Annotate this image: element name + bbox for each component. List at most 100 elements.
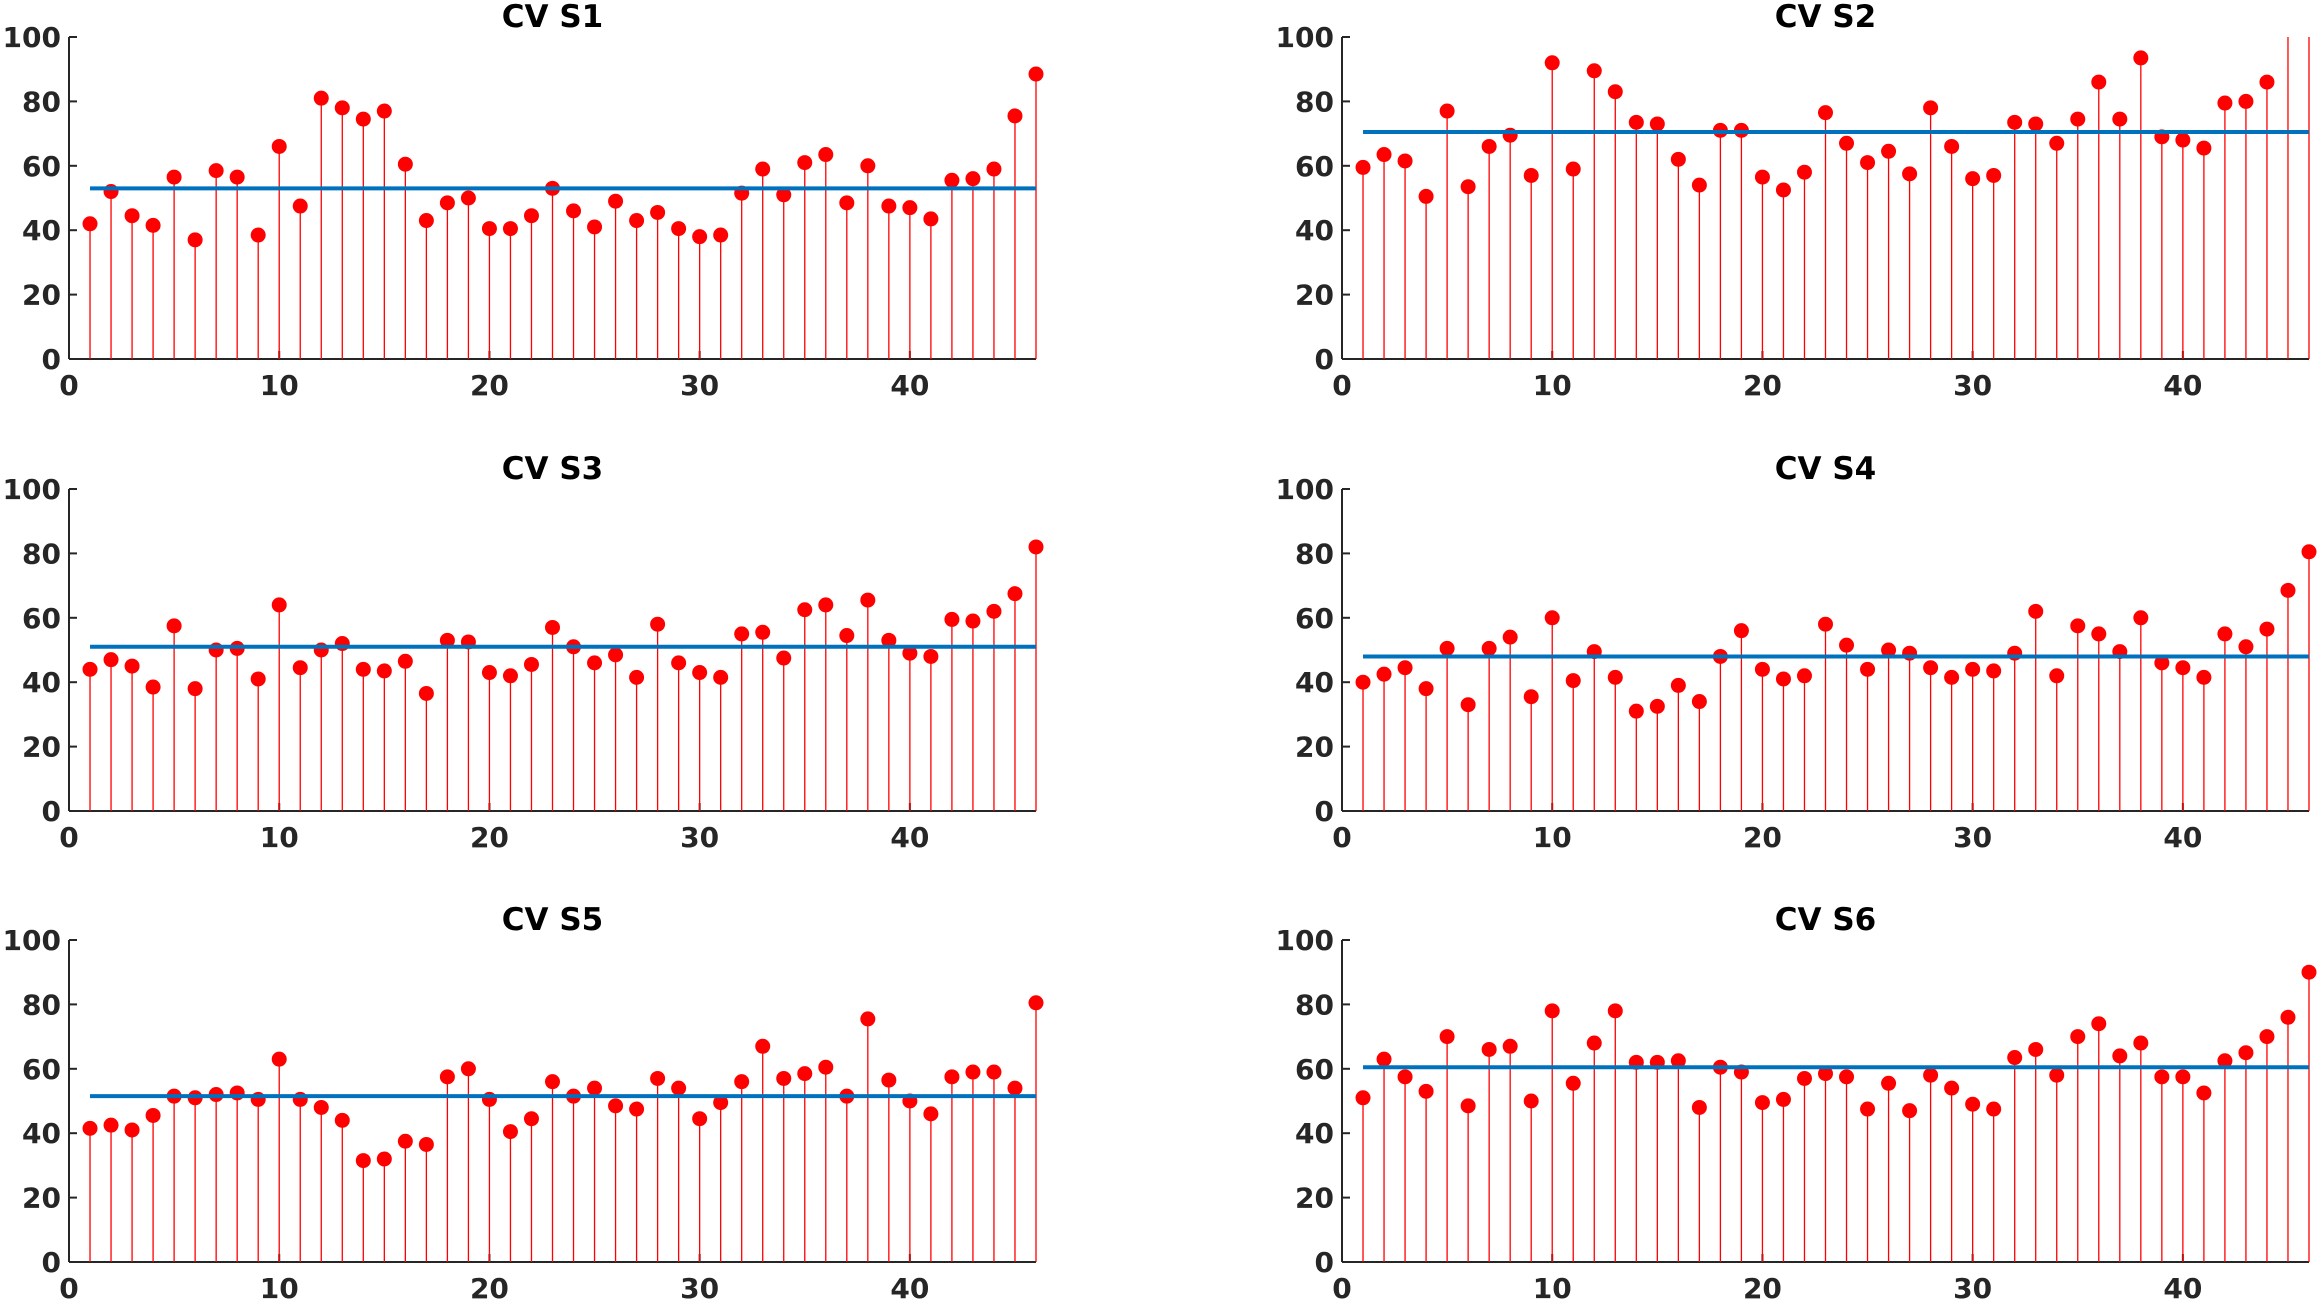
- stem-marker: [1481, 1041, 1497, 1057]
- stem-marker: [545, 619, 560, 635]
- y-tick-label: 100: [3, 473, 61, 506]
- stem-marker: [2196, 140, 2212, 156]
- stem-marker: [776, 1070, 792, 1086]
- stem-marker: [523, 1111, 539, 1127]
- stem-marker: [1923, 660, 1939, 676]
- stem-marker: [755, 624, 771, 640]
- subplot-4: CV S4 0 20 40 60 80 100 0 10 20 30 40: [1276, 451, 2317, 854]
- stem-marker: [1923, 1067, 1939, 1083]
- stem-marker: [166, 618, 182, 634]
- stem-marker: [2070, 111, 2086, 127]
- stem-marker: [902, 645, 918, 661]
- stem-marker: [1355, 1090, 1371, 1106]
- stem-marker: [902, 200, 918, 216]
- stem-marker: [923, 1106, 939, 1122]
- y-tick-label: 60: [22, 602, 61, 635]
- stem-marker: [2259, 1029, 2275, 1045]
- stem-marker: [2007, 645, 2023, 661]
- stem-marker: [2217, 95, 2233, 111]
- stem-marker: [1607, 1003, 1623, 1019]
- stem-marker: [2007, 1050, 2023, 1066]
- x-tick-label: 20: [1743, 821, 1782, 854]
- stem-marker: [1670, 1053, 1686, 1069]
- stem-marker: [103, 1117, 119, 1133]
- y-tick-label: 0: [42, 795, 61, 828]
- y-tick-label: 60: [1295, 602, 1334, 635]
- stem-marker: [965, 171, 981, 187]
- x-tick-label: 30: [680, 1272, 719, 1301]
- stem-marker: [1460, 1098, 1476, 1114]
- subplot-1: CV S1 0 20 40 60 80 100 0 10 20 30 40: [3, 0, 1044, 402]
- stem-marker: [2070, 1029, 2086, 1045]
- stem-marker: [2028, 1041, 2044, 1057]
- subplot-title: CV S2: [1775, 0, 1876, 35]
- stem-marker: [1775, 182, 1791, 198]
- stem-marker: [2196, 1085, 2212, 1101]
- stem-marker: [376, 663, 392, 679]
- y-tick-label: 60: [1295, 150, 1334, 183]
- x-tick-label: 20: [470, 821, 509, 854]
- y-tick-label: 80: [22, 85, 61, 118]
- stem-marker: [1670, 677, 1686, 693]
- y-tick-label: 100: [1276, 21, 1334, 54]
- stem-marker: [2217, 1053, 2233, 1069]
- stem-marker: [671, 221, 687, 237]
- x-tick-label: 20: [1743, 1272, 1782, 1301]
- stem-marker: [1965, 171, 1981, 187]
- stem-marker: [629, 213, 645, 229]
- stem-marker: [608, 647, 624, 663]
- subplot-6: CV S6 0 20 40 60 80 100 0 10 20 30 40: [1276, 902, 2317, 1301]
- y-tick-label: 40: [1295, 1117, 1334, 1150]
- stem-marker: [860, 1011, 876, 1027]
- stem-marker: [1775, 671, 1791, 687]
- stem-marker: [671, 1080, 687, 1096]
- x-tick-label: 30: [1953, 821, 1992, 854]
- stem-marker: [1586, 1035, 1602, 1051]
- stem-marker: [1028, 66, 1044, 82]
- stem-marker: [2070, 618, 2086, 634]
- stem-marker: [1754, 661, 1770, 677]
- subplot-2: CV S2 0 20 40 60 80 100 0 10 20 30 40: [1276, 0, 2310, 402]
- stem-marker: [481, 665, 497, 681]
- y-tick-label: 20: [1295, 1182, 1334, 1215]
- stem-marker: [1860, 1101, 1876, 1117]
- y-tick-label: 40: [1295, 214, 1334, 247]
- stem-marker: [2133, 50, 2149, 66]
- stem-marker: [1439, 1029, 1455, 1045]
- stem-marker: [2007, 114, 2023, 130]
- stem-marker: [1028, 539, 1044, 555]
- y-tick-label: 100: [3, 924, 61, 957]
- stem-marker: [2112, 111, 2128, 127]
- stem-marker: [271, 597, 287, 613]
- x-tick-label: 0: [59, 369, 78, 402]
- stem-marker: [2175, 1069, 2191, 1085]
- stem-marker: [860, 592, 876, 608]
- stem-marker: [439, 195, 455, 211]
- stem-marker: [713, 1095, 729, 1111]
- stem-marker: [292, 1091, 308, 1107]
- stem-marker: [124, 658, 140, 674]
- stem-marker: [1902, 1103, 1918, 1119]
- stem-marker: [229, 169, 245, 185]
- y-tick-label: 20: [22, 1182, 61, 1215]
- stem-marker: [587, 1080, 603, 1096]
- stem-marker: [250, 227, 266, 243]
- x-tick-label: 10: [260, 821, 299, 854]
- y-tick-label: 60: [22, 1053, 61, 1086]
- stem-marker: [692, 665, 708, 681]
- stem-marker: [1355, 674, 1371, 690]
- stem-marker: [355, 111, 371, 127]
- stem-marker: [566, 203, 582, 219]
- y-tick-label: 0: [42, 1246, 61, 1279]
- y-tick-label: 100: [3, 21, 61, 54]
- stem-marker: [986, 1064, 1002, 1080]
- stem-marker: [418, 685, 434, 701]
- stem-marker: [1796, 668, 1812, 684]
- stem-marker: [1965, 661, 1981, 677]
- stem-marker: [1544, 610, 1560, 626]
- stem-marker: [1523, 1093, 1539, 1109]
- stem-marker: [313, 1099, 329, 1115]
- stem-marker: [2091, 626, 2107, 642]
- stem-marker: [1028, 995, 1044, 1011]
